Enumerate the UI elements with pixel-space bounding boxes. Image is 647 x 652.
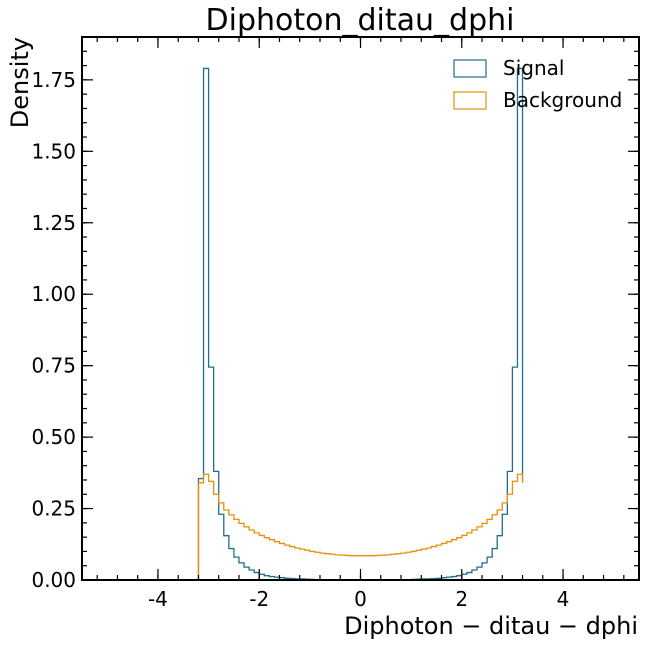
y-tick-label: 1.50 — [31, 139, 76, 163]
legend-label-background: Background — [503, 88, 622, 112]
y-tick-label: 0.25 — [31, 497, 76, 521]
x-tick-label: 4 — [557, 587, 570, 611]
y-axis-label: Density — [6, 37, 34, 128]
x-tick-label: -2 — [249, 587, 269, 611]
series-signal-histogram — [197, 67, 524, 581]
series-layer — [197, 67, 524, 581]
legend-swatch-background — [453, 91, 487, 110]
y-tick-label: 0.75 — [31, 354, 76, 378]
legend-swatch-signal — [453, 59, 487, 78]
chart-title: Diphoton_ditau_dphi — [206, 3, 515, 38]
x-tick-label: 2 — [455, 587, 468, 611]
x-axis-label: Diphoton − ditau − dphi — [344, 612, 638, 640]
x-tick-label: 0 — [354, 587, 367, 611]
plot-frame — [81, 36, 640, 581]
y-tick-label: 1.25 — [31, 211, 76, 235]
y-tick-label: 1.00 — [31, 282, 76, 306]
tick-layer: -4 -2 0 2 4 0.00 0.25 0.50 0.75 1.00 1.25 1.50 1.75 — [31, 36, 639, 611]
series-background-histogram — [197, 473, 524, 580]
y-tick-label: 0.00 — [31, 568, 76, 592]
legend: Signal Background — [453, 56, 622, 112]
x-tick-label: -4 — [148, 587, 168, 611]
y-tick-label: 0.50 — [31, 425, 76, 449]
legend-label-signal: Signal — [503, 56, 564, 80]
y-tick-label: 1.75 — [31, 68, 76, 92]
